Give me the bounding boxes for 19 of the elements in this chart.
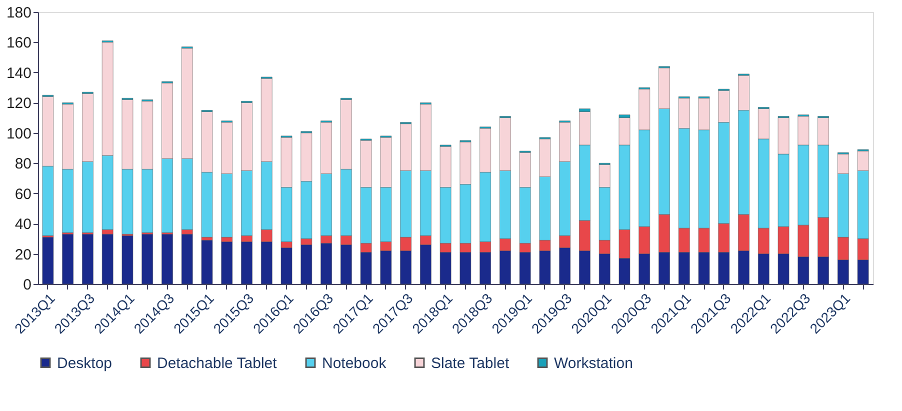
y-tick-label: 60: [14, 186, 32, 203]
y-tick-label: 100: [6, 125, 32, 142]
legend-label: Notebook: [322, 354, 387, 372]
y-tick-label: 160: [6, 34, 32, 52]
bar: [181, 234, 193, 284]
bar: [201, 240, 213, 284]
legend-label: Detachable Tablet: [157, 354, 278, 372]
legend-label: Workstation: [554, 354, 633, 372]
y-tick-label: 180: [6, 4, 32, 22]
bar: [221, 242, 233, 284]
y-tick-label: 120: [6, 95, 32, 112]
y-tick-label: 20: [14, 246, 32, 264]
bar: [102, 234, 114, 284]
legend-label: Slate Tablet: [431, 354, 510, 372]
legend-label: Desktop: [57, 354, 112, 372]
y-tick-label: 80: [14, 156, 32, 173]
y-tick-label: 40: [14, 216, 32, 234]
y-tick-label: 0: [23, 276, 32, 294]
y-tick-label: 140: [6, 64, 32, 82]
